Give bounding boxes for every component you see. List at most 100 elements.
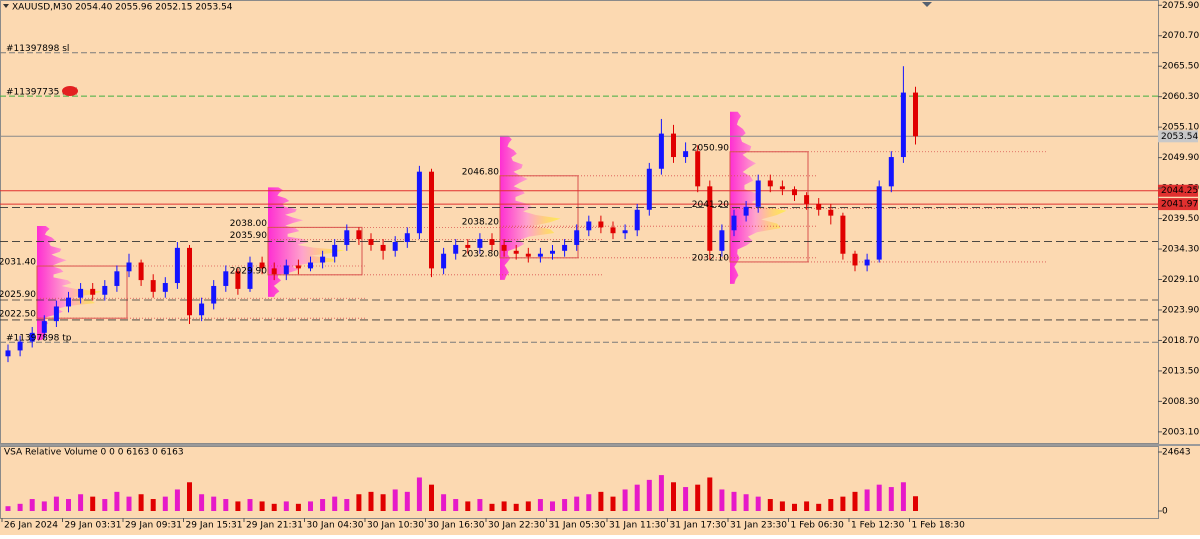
volume-bar: [767, 499, 773, 511]
profile-label: 2035.90: [230, 231, 267, 241]
volume-bar: [622, 489, 628, 511]
volume-bar: [743, 494, 749, 511]
candle-body: [513, 250, 519, 254]
volume-bar: [404, 491, 410, 511]
candle-body: [792, 189, 797, 196]
volume-bar: [852, 491, 858, 511]
candle-body: [126, 262, 132, 272]
candle-body: [900, 92, 906, 158]
candle-body: [779, 186, 785, 190]
volume-bar: [211, 496, 217, 511]
candle-body: [489, 239, 495, 245]
volume-bar: [150, 499, 156, 511]
candle-body: [41, 321, 47, 333]
candle-body: [707, 186, 713, 251]
y-tick-label: 2075.90: [1162, 1, 1199, 11]
candle-body: [598, 221, 604, 228]
main-panel: [0, 0, 1159, 444]
candle-body: [477, 239, 483, 248]
candle-body: [695, 151, 701, 187]
candle-body: [646, 168, 652, 210]
x-tick-label: 1 Feb 18:30: [912, 521, 966, 531]
candle-body: [550, 250, 555, 254]
candle-body: [29, 332, 35, 342]
volume-bar: [477, 499, 483, 511]
candle-body: [199, 303, 205, 316]
y-tick-label: 2055.10: [1162, 123, 1199, 133]
volume-bar: [453, 499, 459, 511]
volume-bar: [731, 491, 737, 511]
volume-bar: [634, 484, 640, 511]
y-tick-label: 2003.10: [1162, 427, 1199, 437]
candle-body: [162, 283, 168, 292]
profile-label: 2046.80: [462, 167, 499, 177]
candle-body: [368, 239, 374, 245]
x-tick-label: 29 Jan 15:31: [186, 521, 243, 531]
profile-label: 2038.20: [462, 218, 499, 228]
candle-body: [852, 253, 858, 266]
levels: [0, 52, 1158, 343]
profile-label: 2050.90: [692, 143, 729, 153]
y-tick-label: 2070.70: [1162, 31, 1199, 41]
candle-body: [344, 230, 350, 245]
volume-bar: [162, 496, 168, 511]
candle-body: [683, 151, 689, 158]
x-tick-label: 31 Jan 17:30: [670, 521, 727, 531]
volume-bar: [429, 484, 434, 511]
volume-bar: [658, 475, 664, 511]
volume-bar: [900, 482, 906, 511]
candle-body: [308, 262, 313, 269]
candle-body: [150, 280, 156, 292]
candle-body: [828, 209, 834, 216]
volume-bar: [913, 496, 918, 511]
volume-title: VSA Relative Volume 0 0 0 6163 0 6163: [4, 448, 184, 458]
candle-body: [114, 271, 120, 286]
volume-bar: [828, 499, 834, 511]
volume-bar: [308, 501, 313, 511]
y-tick-label: 2049.90: [1162, 153, 1199, 163]
candle-body: [441, 253, 447, 269]
volume-bar: [223, 499, 229, 511]
profile-label: 2032.80: [462, 249, 499, 259]
price-tag-label: 2041.97: [1161, 200, 1198, 210]
candle-body: [187, 247, 192, 316]
x-tick-label: 26 Jan 2024: [4, 521, 58, 531]
volume-bar: [441, 494, 447, 511]
candle-body: [465, 244, 471, 248]
volume-bar: [537, 499, 543, 511]
volume-bar: [344, 499, 350, 511]
x-tick-label: 31 Jan 05:30: [549, 521, 606, 531]
volume-bar: [53, 496, 59, 511]
candle-body: [332, 244, 338, 257]
price-tag: [1158, 184, 1198, 197]
candle-body: [295, 265, 301, 269]
candle-body: [223, 271, 229, 286]
x-tick-label: 1 Feb 06:30: [791, 521, 845, 531]
volume-bar: [138, 494, 144, 511]
price-tag-label: 2044.25: [1161, 186, 1198, 196]
volume-bar: [29, 499, 35, 511]
candle-body: [320, 256, 326, 263]
candle-body: [586, 221, 592, 231]
volume-bar: [779, 501, 785, 511]
profile-label: 2022.50: [0, 310, 36, 320]
volume-bar: [525, 501, 531, 511]
candle-body: [864, 259, 870, 266]
volume-bar: [465, 501, 471, 511]
price-tag: [1158, 198, 1198, 211]
candle-body: [429, 171, 434, 269]
candle-body: [78, 288, 84, 298]
volume-bar: [646, 479, 652, 511]
profile-label: 2041.20: [692, 200, 729, 210]
volume-bar: [66, 499, 71, 511]
sell-icon: [62, 86, 78, 96]
volume-bar: [864, 489, 870, 511]
candle-body: [876, 186, 882, 260]
candle-body: [259, 262, 265, 269]
candle-body: [271, 268, 277, 275]
profile-label: 2031.40: [0, 258, 36, 268]
profile-label: 2032.10: [692, 253, 729, 263]
x-tick-label: 29 Jan 21:31: [246, 521, 303, 531]
profile-label: 2029.90: [230, 266, 267, 276]
candle-body: [610, 227, 616, 234]
